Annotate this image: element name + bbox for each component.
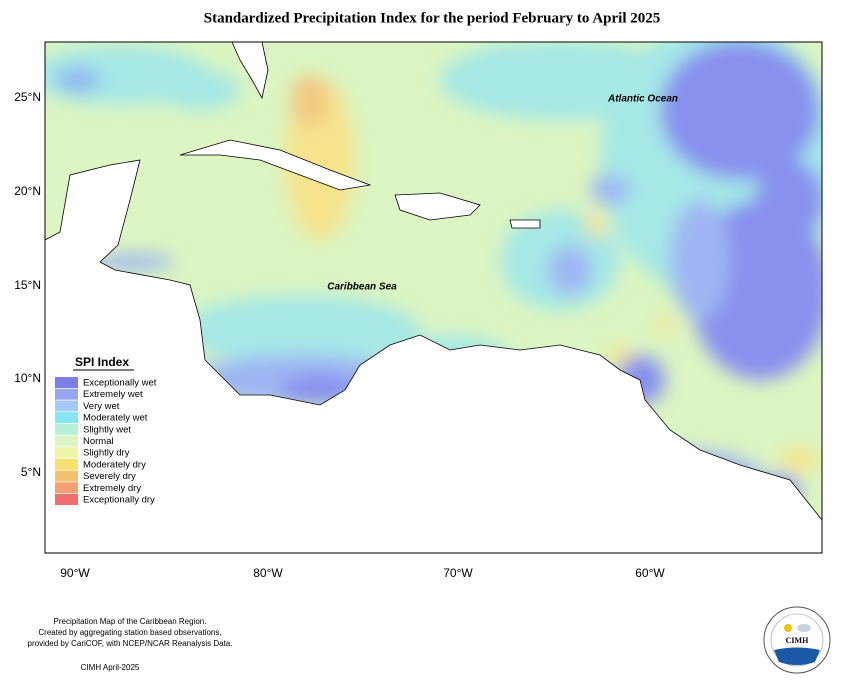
legend-swatch — [55, 412, 78, 424]
legend-label: Moderately wet — [83, 413, 148, 424]
lat-label: 20°N — [14, 184, 41, 198]
place-label: Caribbean Sea — [327, 282, 397, 293]
legend-label: Slightly wet — [83, 424, 131, 435]
footer-text: Created by aggregating station based obs… — [38, 628, 221, 637]
lon-label: 90°W — [60, 566, 90, 580]
place-label: Atlantic Ocean — [607, 94, 678, 105]
legend-label: Moderately dry — [83, 459, 146, 470]
legend-label: Slightly dry — [83, 448, 130, 459]
legend-label: Exceptionally wet — [83, 378, 157, 389]
legend-swatch — [55, 482, 78, 494]
map-title: Standardized Precipitation Index for the… — [204, 10, 661, 26]
legend-swatch — [55, 400, 78, 412]
legend-label: Very wet — [83, 401, 120, 412]
footer-text: provided by CariCOF, with NCEP/NCAR Rean… — [28, 639, 233, 648]
lat-label: 15°N — [14, 278, 41, 292]
legend-swatch — [55, 470, 78, 482]
legend-swatch — [55, 494, 78, 505]
spi-field — [45, 42, 822, 530]
footer-credit: CIMH April-2025 — [81, 663, 140, 672]
lon-labels: 90°W 80°W 70°W 60°W — [60, 566, 665, 580]
legend-label: Extremely wet — [83, 389, 143, 400]
legend-swatch — [55, 423, 78, 435]
footer-text: Precipitation Map of the Caribbean Regio… — [54, 617, 207, 626]
legend-label: Severely dry — [83, 471, 136, 482]
logo-text: CIMH — [786, 636, 809, 645]
lon-label: 80°W — [253, 566, 283, 580]
legend-swatch — [55, 377, 78, 388]
lat-labels: 25°N 20°N 15°N 10°N 5°N — [14, 90, 41, 479]
map: Atlantic Ocean Caribbean Sea — [45, 42, 822, 553]
lon-label: 70°W — [443, 566, 473, 580]
legend-swatch — [55, 388, 78, 400]
map-frame — [44, 41, 823, 554]
lat-label: 5°N — [21, 465, 41, 479]
legend-label: Normal — [83, 436, 114, 447]
legend-label: Extremely dry — [83, 483, 141, 494]
legend-label: Exceptionally dry — [83, 495, 155, 506]
land — [45, 42, 822, 553]
lat-label: 10°N — [14, 371, 41, 385]
lon-label: 60°W — [635, 566, 665, 580]
legend-title: SPI Index — [75, 355, 129, 369]
legend-swatch — [55, 435, 78, 447]
legend-swatch — [55, 447, 78, 459]
logo: CIMH — [763, 606, 831, 674]
legend-swatch — [55, 458, 78, 470]
lat-label: 25°N — [14, 90, 41, 104]
